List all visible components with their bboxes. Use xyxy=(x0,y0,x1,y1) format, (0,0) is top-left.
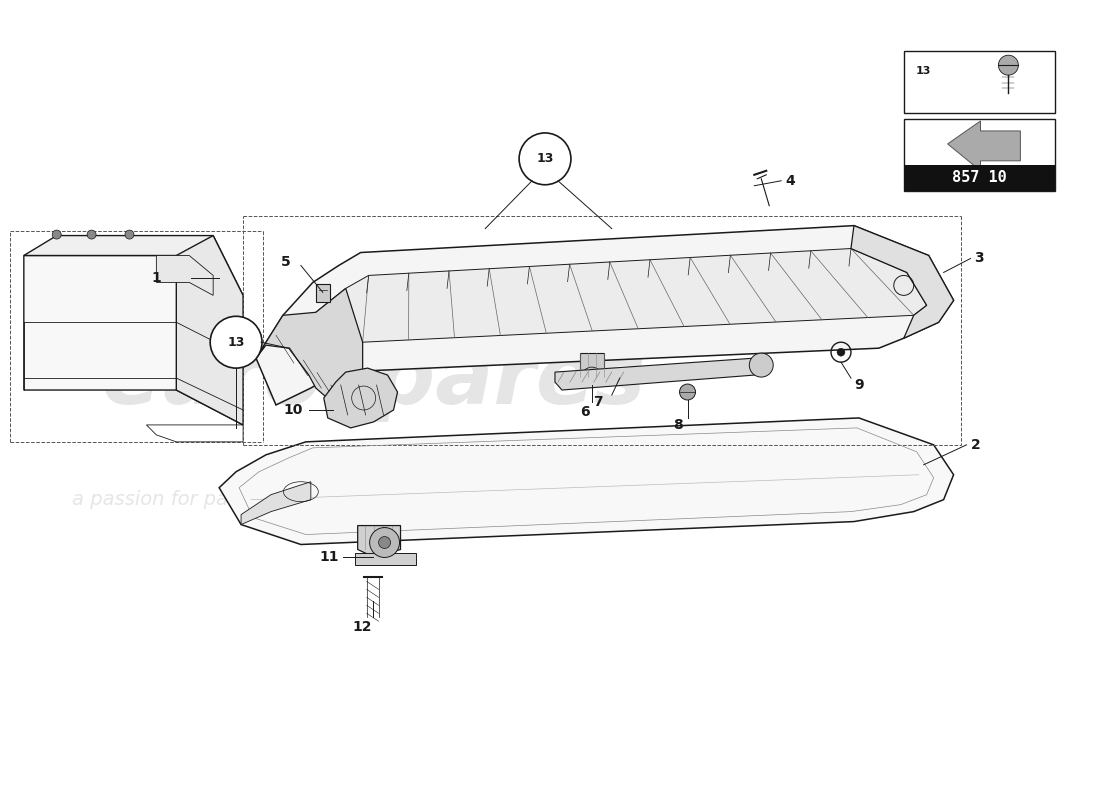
Polygon shape xyxy=(289,249,926,375)
Text: 11: 11 xyxy=(319,550,339,565)
Circle shape xyxy=(87,230,96,239)
Text: 3: 3 xyxy=(975,251,984,266)
Polygon shape xyxy=(176,235,243,425)
Circle shape xyxy=(999,55,1019,75)
Polygon shape xyxy=(556,358,761,390)
Polygon shape xyxy=(241,482,311,525)
Polygon shape xyxy=(580,353,604,377)
Text: eurospares: eurospares xyxy=(101,338,646,422)
Bar xyxy=(67,273,121,290)
Text: 1: 1 xyxy=(152,271,162,286)
Circle shape xyxy=(125,230,134,239)
Circle shape xyxy=(680,384,695,400)
Text: 5: 5 xyxy=(280,255,290,270)
Text: a passion for parts since 1985: a passion for parts since 1985 xyxy=(72,490,366,509)
Bar xyxy=(904,165,1055,190)
Text: 857 10: 857 10 xyxy=(953,170,1007,186)
Text: 12: 12 xyxy=(353,620,373,634)
Polygon shape xyxy=(256,226,954,405)
Circle shape xyxy=(378,537,390,549)
Circle shape xyxy=(52,230,62,239)
Text: 13: 13 xyxy=(228,336,245,349)
Circle shape xyxy=(519,133,571,185)
Polygon shape xyxy=(156,255,213,295)
Text: 8: 8 xyxy=(673,418,682,432)
Bar xyxy=(904,51,1055,113)
Circle shape xyxy=(582,367,602,387)
Text: 2: 2 xyxy=(970,438,980,452)
Text: 13: 13 xyxy=(915,66,931,76)
Polygon shape xyxy=(24,235,243,295)
Text: 7: 7 xyxy=(593,395,603,409)
Circle shape xyxy=(370,527,399,558)
Circle shape xyxy=(837,348,845,356)
Circle shape xyxy=(210,316,262,368)
Circle shape xyxy=(749,353,773,377)
Polygon shape xyxy=(851,226,954,338)
Bar xyxy=(316,285,330,302)
Text: 10: 10 xyxy=(283,403,302,417)
Polygon shape xyxy=(358,526,400,558)
Polygon shape xyxy=(256,288,363,408)
Bar xyxy=(904,119,1055,190)
Text: 9: 9 xyxy=(854,378,864,392)
Text: 6: 6 xyxy=(580,405,590,419)
Bar xyxy=(354,554,417,566)
Polygon shape xyxy=(24,255,243,425)
Polygon shape xyxy=(219,418,954,545)
Polygon shape xyxy=(947,121,1021,170)
Polygon shape xyxy=(323,368,397,428)
Text: 13: 13 xyxy=(537,152,553,166)
Text: 4: 4 xyxy=(785,174,795,188)
